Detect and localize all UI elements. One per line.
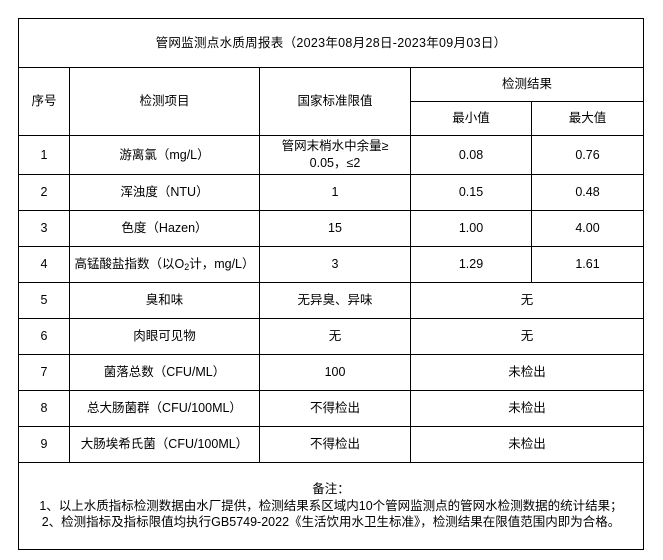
- notes-line-2: 2、检测指标及指标限值均执行GB5749-2022《生活饮用水卫生标准》，检测结…: [41, 515, 621, 530]
- row-item: 总大肠菌群（CFU/100ML）: [69, 390, 260, 427]
- table-row: 3 色度（Hazen） 15 1.00 4.00: [18, 210, 645, 247]
- row-item: 肉眼可见物: [69, 318, 260, 355]
- row-limit: 3: [259, 246, 411, 283]
- header-row-top: 序号 检测项目 国家标准限值 检测结果: [18, 67, 645, 136]
- notes-line-1: 1、以上水质指标检测数据由水厂提供，检测结果系区域内10个管网监测点的管网水检测…: [39, 498, 623, 513]
- header-result-group: 检测结果: [409, 67, 645, 102]
- row-limit: 15: [259, 210, 411, 247]
- report-title: 管网监测点水质周报表（2023年08月28日-2023年09月03日）: [17, 18, 645, 68]
- notes-block: 备注： 1、以上水质指标检测数据由水厂提供，检测结果系区域内10个管网监测点的管…: [17, 462, 645, 550]
- row-result-merged: 未检出: [409, 354, 645, 391]
- row-item-post: 计，mg/L）: [189, 257, 255, 272]
- row-max: 0.48: [530, 174, 645, 211]
- report-table: 管网监测点水质周报表（2023年08月28日-2023年09月03日） 序号 检…: [17, 18, 645, 550]
- header-item: 检测项目: [69, 67, 260, 136]
- row-limit: 1: [259, 174, 411, 211]
- row-min: 0.15: [410, 174, 532, 211]
- row-limit-line2: 0.05，≤2: [309, 156, 361, 170]
- table-row: 5 臭和味 无异臭、异味 无: [18, 282, 645, 319]
- table-row: 2 浑浊度（NTU） 1 0.15 0.48: [18, 174, 645, 211]
- table-row: 6 肉眼可见物 无 无: [18, 318, 645, 355]
- row-limit: 管网末梢水中余量≥ 0.05，≤2: [259, 135, 411, 175]
- notes-row: 备注： 1、以上水质指标检测数据由水厂提供，检测结果系区域内10个管网监测点的管…: [17, 462, 645, 550]
- title-row: 管网监测点水质周报表（2023年08月28日-2023年09月03日）: [17, 18, 645, 68]
- water-quality-report: 管网监测点水质周报表（2023年08月28日-2023年09月03日） 序号 检…: [17, 18, 645, 550]
- table-row: 1 游离氯（mg/L） 管网末梢水中余量≥ 0.05，≤2 0.08 0.76: [18, 135, 645, 175]
- row-result-merged: 无: [409, 318, 645, 355]
- row-item-subscript: 2: [184, 262, 190, 273]
- row-seq: 5: [18, 282, 70, 319]
- row-result-merged: 未检出: [409, 390, 645, 427]
- row-max: 0.76: [530, 135, 645, 175]
- row-limit: 不得检出: [259, 390, 411, 427]
- row-seq: 8: [18, 390, 70, 427]
- row-limit: 无: [259, 318, 411, 355]
- table-row: 8 总大肠菌群（CFU/100ML） 不得检出 未检出: [18, 390, 645, 427]
- row-seq: 4: [18, 246, 70, 283]
- table-row: 4 高锰酸盐指数（以O2计，mg/L） 3 1.29 1.61: [18, 246, 645, 283]
- header-row-sub: 最小值 最大值: [19, 101, 645, 136]
- header-seq: 序号: [18, 67, 70, 136]
- row-seq: 2: [18, 174, 70, 211]
- header-limit: 国家标准限值: [259, 67, 411, 136]
- row-item: 游离氯（mg/L）: [69, 135, 260, 175]
- row-result-merged: 无: [409, 282, 645, 319]
- row-item: 臭和味: [69, 282, 260, 319]
- row-item-pre: 高锰酸盐指数（以O: [74, 257, 185, 272]
- row-max: 4.00: [530, 210, 645, 247]
- table-row: 7 菌落总数（CFU/ML） 100 未检出: [18, 354, 645, 391]
- row-item: 高锰酸盐指数（以O2计，mg/L）: [69, 246, 260, 283]
- notes-label: 备注：: [312, 481, 350, 496]
- row-min: 1.00: [410, 210, 532, 247]
- row-min: 1.29: [410, 246, 532, 283]
- row-seq: 3: [18, 210, 70, 247]
- header-max: 最大值: [530, 101, 645, 136]
- row-item: 浑浊度（NTU）: [69, 174, 260, 211]
- header-min: 最小值: [410, 101, 532, 136]
- row-seq: 6: [18, 318, 70, 355]
- row-seq: 9: [18, 426, 70, 463]
- row-limit: 不得检出: [259, 426, 411, 463]
- row-max: 1.61: [530, 246, 645, 283]
- row-seq: 7: [18, 354, 70, 391]
- row-min: 0.08: [410, 135, 532, 175]
- row-limit: 无异臭、异味: [259, 282, 411, 319]
- row-result-merged: 未检出: [409, 426, 645, 463]
- row-limit: 100: [259, 354, 411, 391]
- row-seq: 1: [18, 135, 70, 175]
- row-item: 色度（Hazen）: [69, 210, 260, 247]
- row-item: 菌落总数（CFU/ML）: [69, 354, 260, 391]
- row-limit-line1: 管网末梢水中余量≥: [281, 139, 389, 154]
- table-row: 9 大肠埃希氏菌（CFU/100ML） 不得检出 未检出: [18, 426, 645, 463]
- row-item: 大肠埃希氏菌（CFU/100ML）: [69, 426, 260, 463]
